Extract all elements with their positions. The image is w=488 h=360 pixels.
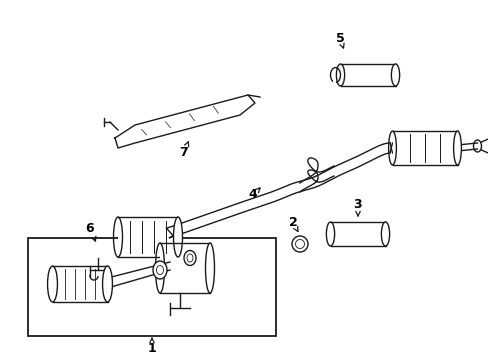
Ellipse shape [153,261,167,279]
Ellipse shape [390,64,399,86]
Ellipse shape [183,251,196,266]
Text: 1: 1 [147,342,156,355]
Bar [28,238,275,336]
Bar [118,217,178,257]
Bar [52,266,107,302]
Text: 4: 4 [248,189,257,202]
Ellipse shape [205,243,214,293]
Polygon shape [115,95,254,148]
Text: 2: 2 [288,216,297,229]
Bar [160,243,209,293]
Bar [330,222,385,246]
Text: 5: 5 [335,31,344,45]
Ellipse shape [453,131,461,165]
Bar [340,64,395,86]
Text: 3: 3 [353,198,362,211]
Text: 7: 7 [178,145,187,158]
Ellipse shape [102,266,112,302]
Text: 6: 6 [85,221,94,234]
Bar [392,131,457,165]
Ellipse shape [381,222,389,246]
Ellipse shape [173,217,182,257]
